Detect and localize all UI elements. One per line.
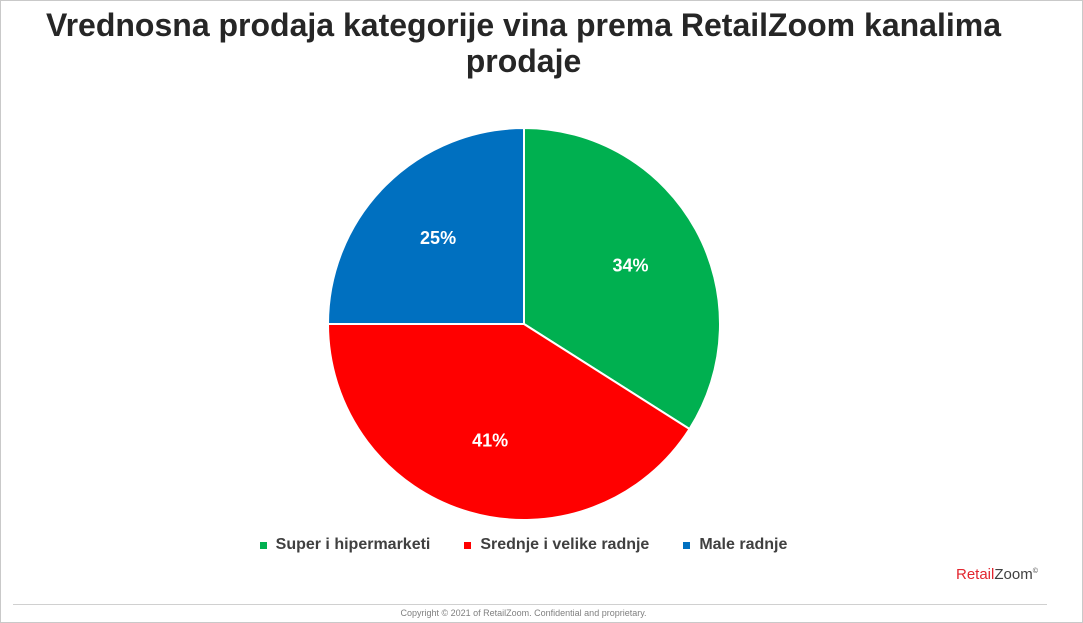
chart-title: Vrednosna prodaja kategorije vina prema … [46, 7, 1001, 79]
legend-label-srednje-i-velike-radnje: Srednje i velike radnje [480, 536, 650, 553]
legend-label-super-i-hipermarketi: Super i hipermarketi [275, 536, 431, 553]
legend-swatch-male-radnje [683, 541, 691, 549]
retailzoom-logo: RetailZoom© [956, 566, 1038, 583]
legend-swatch-srednje-i-velike-radnje [464, 541, 472, 549]
brand-registered-mark: © [1032, 568, 1038, 575]
legend-label-male-radnje: Male radnje [699, 536, 788, 553]
data-label-male-radnje: 25% [420, 228, 456, 248]
footer-divider [13, 604, 1047, 605]
legend-item-male-radnje: Male radnje [683, 536, 787, 554]
pie-slice-super-i-hipermarketi [523, 126, 721, 431]
pie-slice-srednje-i-velike-radnje [326, 323, 691, 521]
legend-swatch-super-i-hipermarketi [259, 541, 267, 549]
brand-zoom-text: Zoom [994, 566, 1033, 583]
copyright-text: Copyright © 2021 of RetailZoom. Confiden… [400, 608, 647, 618]
data-label-srednje-i-velike-radnje: 41% [472, 431, 508, 451]
brand-retail-text: Retail [956, 566, 995, 583]
legend-item-srednje-i-velike-radnje: Srednje i velike radnje [464, 536, 649, 554]
legend-item-super-i-hipermarketi: Super i hipermarketi [259, 536, 431, 554]
pie-slice-male-radnje [326, 126, 525, 325]
data-label-super-i-hipermarketi: 34% [612, 255, 648, 275]
legend: Super i hipermarketi Srednje i velike ra… [1, 536, 1046, 554]
